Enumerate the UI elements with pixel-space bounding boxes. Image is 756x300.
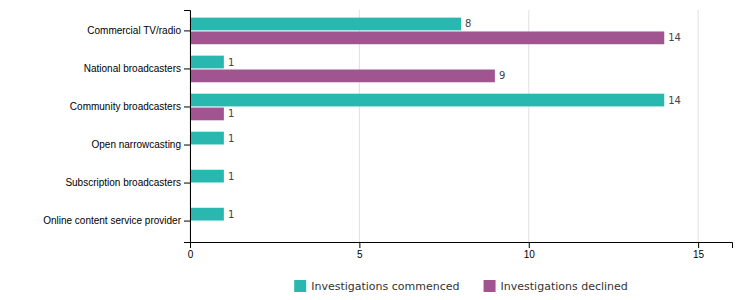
series [190, 31, 664, 120]
data-label: 14 [668, 32, 681, 43]
legend-item: Investigations commenced [294, 280, 459, 293]
plot: 1 1 1 14 1 8 1 9 14 0 5 10 15 Online content service … [43, 10, 732, 260]
legend-label: Investigations commenced [311, 280, 459, 293]
tick: Online content service provider [43, 215, 190, 226]
data-labels: 1 1 1 14 1 8 1 9 14 [228, 18, 681, 219]
bar [190, 18, 461, 31]
tick: 15 [693, 242, 705, 260]
axis-line [184, 11, 191, 243]
tick-mark [359, 242, 360, 248]
data-label: 1 [228, 57, 234, 68]
grid-line [698, 10, 699, 242]
tick-label: Online content service provider [43, 215, 182, 226]
tick-label: 15 [693, 249, 705, 260]
legend-swatch [484, 280, 496, 292]
tick-mark [184, 183, 190, 184]
data-label: 14 [668, 95, 681, 106]
data-label: 1 [228, 133, 234, 144]
bar [190, 56, 224, 69]
tick: National broadcasters [84, 63, 190, 74]
chart: 1 1 1 14 1 8 1 9 14 0 5 10 15 Online content service … [0, 0, 756, 300]
tick-label: Community broadcasters [70, 101, 181, 112]
tick-mark [184, 145, 190, 146]
tick-mark [184, 221, 190, 222]
y-axis: Online content service provider Subscript… [43, 11, 190, 243]
x-axis: 0 5 10 15 [188, 242, 733, 260]
data-label: 1 [228, 108, 234, 119]
tick-mark [698, 242, 699, 248]
tick-label: 5 [357, 249, 363, 260]
legend-label: Investigations declined [501, 280, 628, 293]
tick: Subscription broadcasters [65, 177, 190, 188]
data-label: 9 [499, 70, 505, 81]
tick: Commercial TV/radio [87, 25, 190, 36]
tick-label: 10 [524, 249, 536, 260]
bars [190, 18, 664, 221]
tick-label: Subscription broadcasters [65, 177, 181, 188]
data-label: 1 [228, 209, 234, 220]
tick: Community broadcasters [70, 101, 190, 112]
bar [190, 108, 224, 121]
bar [190, 94, 664, 107]
bar [190, 31, 664, 44]
tick: 10 [524, 242, 536, 260]
tick: 5 [357, 242, 363, 260]
tick-mark [529, 242, 530, 248]
grid [190, 10, 698, 242]
tick: Open narrowcasting [92, 139, 191, 150]
tick-label: Open narrowcasting [92, 139, 182, 150]
legend: Investigations commenced Investigations d… [294, 280, 628, 293]
tick-label: 0 [188, 249, 194, 260]
tick-mark [184, 30, 190, 31]
axis-line [191, 243, 733, 249]
tick-mark [184, 68, 190, 69]
grid-line [359, 10, 360, 242]
bar [190, 208, 224, 221]
tick-mark [184, 106, 190, 107]
bar [190, 170, 224, 183]
data-label: 8 [465, 18, 471, 29]
data-label: 1 [228, 171, 234, 182]
tick-label: Commercial TV/radio [87, 25, 181, 36]
legend-item: Investigations declined [484, 280, 628, 293]
bar [190, 70, 495, 83]
tick-label: National broadcasters [84, 63, 181, 74]
legend-swatch [294, 280, 306, 292]
bar [190, 132, 224, 145]
tick: 0 [188, 242, 194, 260]
grid-line [528, 10, 529, 242]
series [190, 18, 664, 221]
